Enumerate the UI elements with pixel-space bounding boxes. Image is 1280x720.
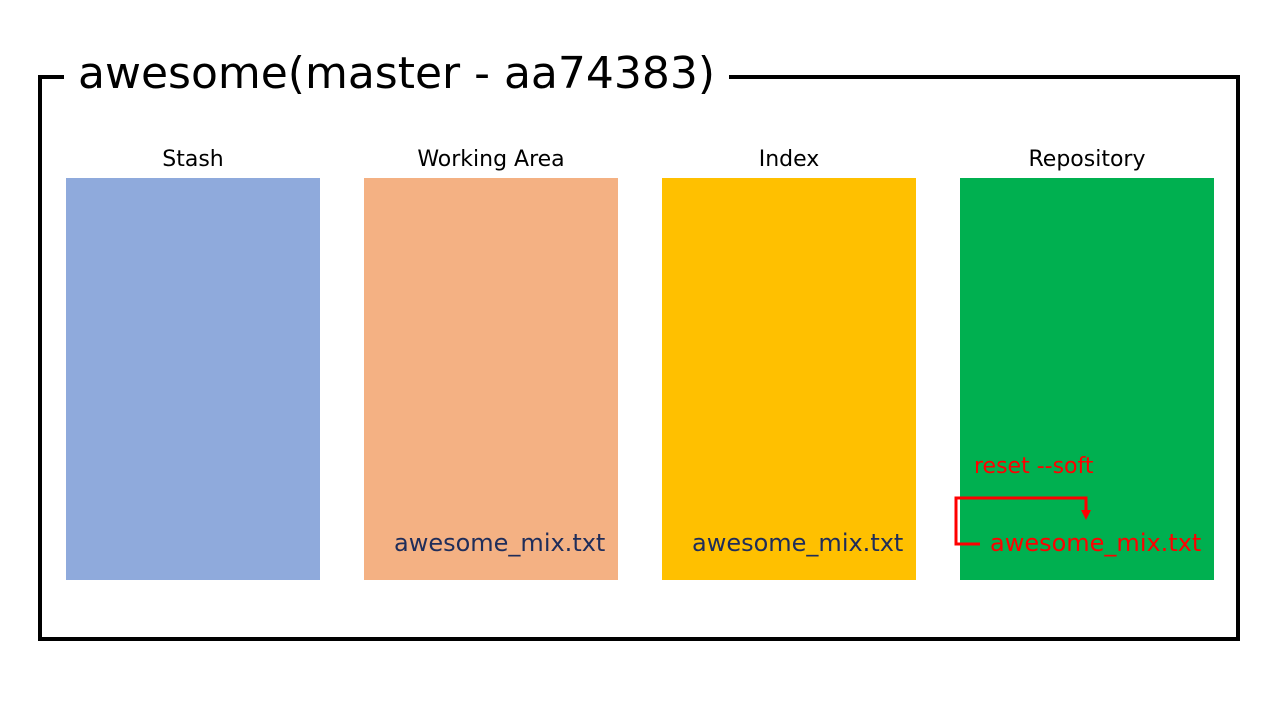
working-area-box bbox=[364, 178, 618, 580]
reset-arrow-icon bbox=[954, 496, 1091, 546]
working-area-file: awesome_mix.txt bbox=[394, 529, 606, 557]
reset-arrow-line bbox=[954, 496, 1088, 546]
index-box bbox=[662, 178, 916, 580]
reset-arrow-head bbox=[1081, 510, 1091, 520]
diagram-title: awesome(master - aa74383) bbox=[64, 44, 730, 104]
index-file: awesome_mix.txt bbox=[692, 529, 904, 557]
stash-label: Stash bbox=[162, 147, 224, 172]
index-label: Index bbox=[758, 147, 820, 172]
stash-box bbox=[66, 178, 320, 580]
repository-file: awesome_mix.txt bbox=[990, 529, 1202, 557]
working-area-label: Working Area bbox=[417, 147, 565, 172]
repository-label: Repository bbox=[1028, 147, 1146, 172]
reset-soft-command-label: reset --soft bbox=[974, 454, 1094, 479]
